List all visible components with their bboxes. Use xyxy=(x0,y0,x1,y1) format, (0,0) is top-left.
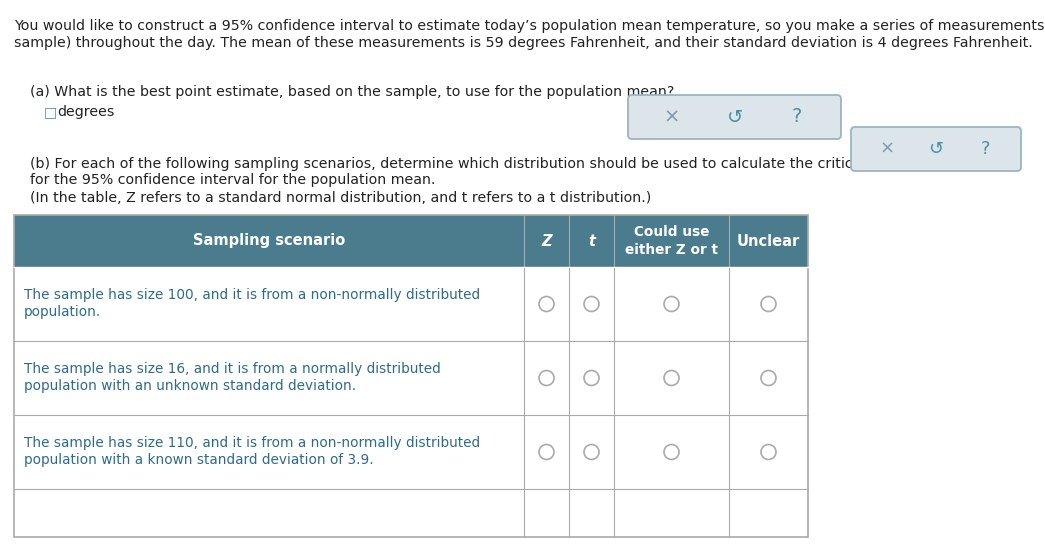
Text: (In the table, Z refers to a standard normal distribution, and t refers to a t d: (In the table, Z refers to a standard no… xyxy=(30,191,651,205)
FancyBboxPatch shape xyxy=(628,95,841,139)
Text: (a) What is the best point estimate, based on the sample, to use for the populat: (a) What is the best point estimate, bas… xyxy=(30,85,674,99)
Bar xyxy=(14,267,808,341)
Bar xyxy=(14,215,808,537)
Bar xyxy=(14,415,808,489)
Text: t: t xyxy=(588,233,595,249)
Text: ?: ? xyxy=(980,140,990,158)
Bar xyxy=(14,341,808,415)
Text: The sample has size 100, and it is from a non-normally distributed: The sample has size 100, and it is from … xyxy=(24,288,480,302)
Text: ↺: ↺ xyxy=(928,140,944,158)
FancyBboxPatch shape xyxy=(851,127,1021,171)
Text: ×: × xyxy=(664,107,680,126)
Text: population with a known standard deviation of 3.9.: population with a known standard deviati… xyxy=(24,453,374,467)
Text: sample) throughout the day. The mean of these measurements is 59 degrees Fahrenh: sample) throughout the day. The mean of … xyxy=(14,36,1032,50)
Text: You would like to construct a 95% confidence interval to estimate today’s popula: You would like to construct a 95% confid… xyxy=(14,19,1045,33)
Text: □: □ xyxy=(44,105,57,119)
Text: population.: population. xyxy=(24,305,101,319)
Text: ↺: ↺ xyxy=(727,107,743,126)
Text: ×: × xyxy=(880,140,895,158)
Text: population with an unknown standard deviation.: population with an unknown standard devi… xyxy=(24,379,356,393)
Text: ?: ? xyxy=(792,107,803,126)
Text: Z: Z xyxy=(541,233,552,249)
Text: degrees: degrees xyxy=(57,105,114,119)
Text: Sampling scenario: Sampling scenario xyxy=(193,233,345,249)
Text: (b) For each of the following sampling scenarios, determine which distribution s: (b) For each of the following sampling s… xyxy=(30,157,909,171)
Text: The sample has size 110, and it is from a non-normally distributed: The sample has size 110, and it is from … xyxy=(24,436,480,450)
Bar xyxy=(14,215,808,267)
Text: The sample has size 16, and it is from a normally distributed: The sample has size 16, and it is from a… xyxy=(24,362,441,376)
Text: Unclear: Unclear xyxy=(737,233,800,249)
Text: for the 95% confidence interval for the population mean.: for the 95% confidence interval for the … xyxy=(30,173,436,187)
Text: Could use
either Z or t: Could use either Z or t xyxy=(625,225,718,257)
